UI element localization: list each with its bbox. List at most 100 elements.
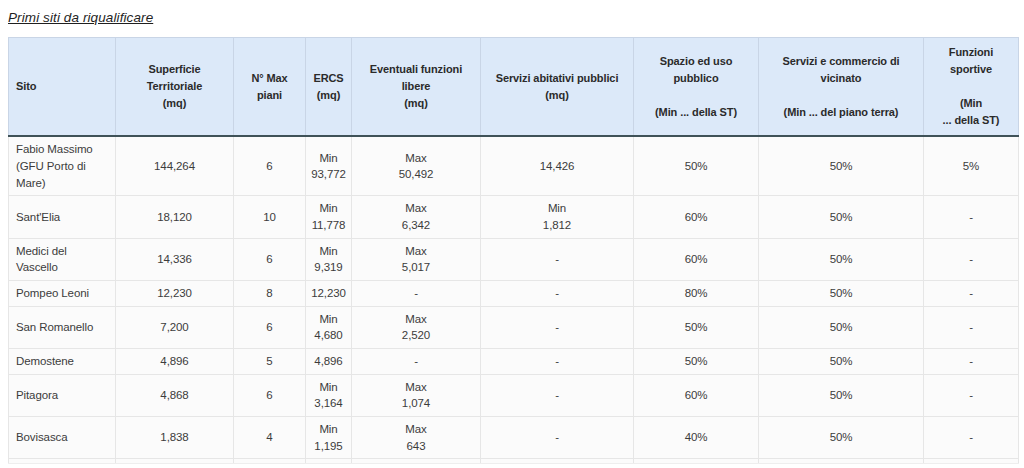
column-header-sito: Sito [9,38,116,137]
table-cell-servizi-e-commercio: 50% [759,238,924,280]
table-cell-empty [306,459,352,464]
table-row: Pompeo Leoni12,230812,230--80%50%- [9,280,1019,306]
table-row: Pitagora4,8686Min 3,164Max 1,074-60%50%- [9,374,1019,416]
table-cell-servizi-e-commercio: 50% [759,306,924,348]
table-cell-n-max-piani: 8 [234,280,306,306]
table-cell-superficie-territoriale: 12,230 [116,280,234,306]
table-cell-spazio-ed-uso-pubblico: 50% [634,348,759,374]
table-cell-eventuali-funzioni-libere: Max 1,074 [352,374,481,416]
table-cell-servizi-abitativi-pubblici: - [481,280,634,306]
sites-table: SitoSuperficie Territoriale (mq)N° Max p… [8,37,1019,464]
table-cell-spazio-ed-uso-pubblico: 50% [634,136,759,196]
table-cell-sito: Fabio Massimo (GFU Porto di Mare) [9,136,116,196]
table-cell-sito: Sant'Elia [9,196,116,238]
table-cell-sito: Bovisasca [9,416,116,458]
table-cell-sito: Demostene [9,348,116,374]
table-cell-n-max-piani: 6 [234,306,306,348]
table-cell-eventuali-funzioni-libere: Max 643 [352,416,481,458]
table-cell-ercs: Min 93,772 [306,136,352,196]
table-cell-servizi-e-commercio: 50% [759,374,924,416]
table-cell-superficie-territoriale: 7,200 [116,306,234,348]
table-cell-empty [924,459,1019,464]
table-cell-servizi-abitativi-pubblici: - [481,306,634,348]
page-title: Primi siti da riqualificare [8,10,1018,25]
table-cell-superficie-territoriale: 14,336 [116,238,234,280]
table-cell-eventuali-funzioni-libere: Max 50,492 [352,136,481,196]
table-cell-spazio-ed-uso-pubblico: 50% [634,306,759,348]
table-row: San Romanello7,2006Min 4,680Max 2,520-50… [9,306,1019,348]
column-header-eventuali-funzioni-libere: Eventuali funzioni libere (mq) [352,38,481,137]
column-header-ercs: ERCS (mq) [306,38,352,137]
table-cell-sito: San Romanello [9,306,116,348]
table-row: Bovisasca1,8384Min 1,195Max 643-40%50%- [9,416,1019,458]
table-cell-ercs: Min 11,778 [306,196,352,238]
table-cell-superficie-territoriale: 1,838 [116,416,234,458]
column-header-servizi-abitativi-pubblici: Servizi abitativi pubblici (mq) [481,38,634,137]
table-cell-eventuali-funzioni-libere: Max 5,017 [352,238,481,280]
table-cell-eventuali-funzioni-libere: Max 2,520 [352,306,481,348]
table-cell-spazio-ed-uso-pubblico: 60% [634,374,759,416]
table-cell-servizi-e-commercio: 50% [759,136,924,196]
table-cell-superficie-territoriale: 144,264 [116,136,234,196]
table-cell-eventuali-funzioni-libere: Max 6,342 [352,196,481,238]
column-header-n-max-piani: N° Max piani [234,38,306,137]
table-row: Fabio Massimo (GFU Porto di Mare)144,264… [9,136,1019,196]
table-row-partial [9,459,1019,464]
table-cell-sito: Pitagora [9,374,116,416]
table-cell-servizi-abitativi-pubblici: - [481,348,634,374]
table-cell-empty [481,459,634,464]
table-cell-ercs: Min 3,164 [306,374,352,416]
table-cell-funzioni-sportive: - [924,196,1019,238]
table-cell-ercs: Min 4,680 [306,306,352,348]
table-cell-n-max-piani: 4 [234,416,306,458]
table-cell-empty [634,459,759,464]
table-cell-empty [759,459,924,464]
table-cell-servizi-e-commercio: 50% [759,416,924,458]
document-page: Primi siti da riqualificare SitoSuperfic… [0,0,1024,464]
table-cell-spazio-ed-uso-pubblico: 60% [634,196,759,238]
table-row: Medici del Vascello14,3366Min 9,319Max 5… [9,238,1019,280]
table-cell-funzioni-sportive: 5% [924,136,1019,196]
column-header-funzioni-sportive: Funzioni sportive (Min ... della ST) [924,38,1019,137]
table-cell-spazio-ed-uso-pubblico: 80% [634,280,759,306]
table-cell-spazio-ed-uso-pubblico: 60% [634,238,759,280]
table-row: Demostene4,89654,896--50%50%- [9,348,1019,374]
table-cell-n-max-piani: 5 [234,348,306,374]
table-cell-funzioni-sportive: - [924,348,1019,374]
table-cell-ercs: 12,230 [306,280,352,306]
table-cell-servizi-e-commercio: 50% [759,196,924,238]
table-cell-funzioni-sportive: - [924,306,1019,348]
table-cell-funzioni-sportive: - [924,416,1019,458]
table-cell-eventuali-funzioni-libere: - [352,348,481,374]
table-cell-funzioni-sportive: - [924,280,1019,306]
column-header-superficie-territoriale: Superficie Territoriale (mq) [116,38,234,137]
table-cell-empty [352,459,481,464]
table-cell-ercs: Min 9,319 [306,238,352,280]
table-cell-funzioni-sportive: - [924,374,1019,416]
table-cell-superficie-territoriale: 4,868 [116,374,234,416]
table-cell-n-max-piani: 10 [234,196,306,238]
table-header-row: SitoSuperficie Territoriale (mq)N° Max p… [9,38,1019,137]
table-cell-empty [116,459,234,464]
table-cell-servizi-abitativi-pubblici: - [481,416,634,458]
table-cell-empty [9,459,116,464]
table-cell-servizi-e-commercio: 50% [759,280,924,306]
table-cell-ercs: 4,896 [306,348,352,374]
table-cell-superficie-territoriale: 18,120 [116,196,234,238]
table-cell-funzioni-sportive: - [924,238,1019,280]
table-cell-servizi-abitativi-pubblici: - [481,238,634,280]
table-cell-n-max-piani: 6 [234,374,306,416]
table-cell-n-max-piani: 6 [234,136,306,196]
table-cell-servizi-e-commercio: 50% [759,348,924,374]
table-cell-servizi-abitativi-pubblici: - [481,374,634,416]
table-cell-superficie-territoriale: 4,896 [116,348,234,374]
table-cell-servizi-abitativi-pubblici: 14,426 [481,136,634,196]
table-cell-servizi-abitativi-pubblici: Min 1,812 [481,196,634,238]
table-cell-empty [234,459,306,464]
table-cell-n-max-piani: 6 [234,238,306,280]
table-cell-ercs: Min 1,195 [306,416,352,458]
table-cell-sito: Medici del Vascello [9,238,116,280]
table-cell-spazio-ed-uso-pubblico: 40% [634,416,759,458]
table-cell-eventuali-funzioni-libere: - [352,280,481,306]
column-header-servizi-e-commercio: Servizi e commercio di vicinato (Min ...… [759,38,924,137]
